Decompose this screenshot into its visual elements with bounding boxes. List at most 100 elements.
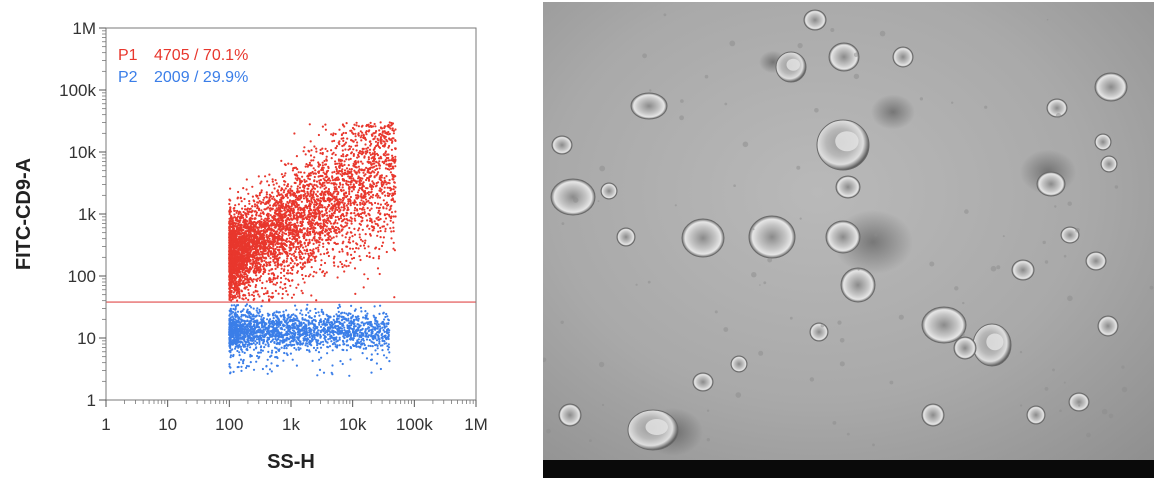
data-point-p1 bbox=[298, 215, 301, 218]
data-point-p2 bbox=[332, 315, 336, 318]
data-point-p1 bbox=[261, 255, 264, 258]
data-point-p1 bbox=[352, 154, 355, 157]
data-point-p1 bbox=[374, 201, 377, 205]
data-point-p1 bbox=[233, 238, 236, 241]
data-point-p1 bbox=[369, 234, 372, 237]
data-point-p1 bbox=[307, 242, 310, 245]
data-point-p1 bbox=[383, 181, 386, 184]
data-point-p1 bbox=[313, 156, 316, 159]
data-point-p1 bbox=[233, 229, 236, 232]
data-point-p1 bbox=[255, 214, 258, 217]
data-point-p1 bbox=[308, 220, 311, 223]
data-point-p1 bbox=[279, 281, 282, 284]
data-point-p1 bbox=[233, 276, 236, 279]
data-point-p1 bbox=[349, 171, 352, 174]
data-point-p1 bbox=[318, 170, 321, 173]
data-point-p1 bbox=[271, 228, 274, 231]
data-point-p1 bbox=[250, 227, 253, 230]
data-point-p1 bbox=[257, 175, 260, 178]
data-point-p1 bbox=[265, 191, 268, 194]
data-point-p1 bbox=[388, 182, 391, 185]
data-point-p1 bbox=[307, 177, 310, 180]
data-point-p1 bbox=[371, 203, 374, 206]
data-point-p1 bbox=[248, 244, 251, 247]
data-point-p1 bbox=[248, 258, 251, 261]
data-point-p1 bbox=[245, 178, 248, 181]
data-point-p1 bbox=[377, 171, 380, 174]
data-point-p1 bbox=[250, 238, 253, 241]
data-point-p1 bbox=[363, 155, 366, 158]
data-point-p1 bbox=[353, 227, 356, 230]
data-point-p1 bbox=[292, 252, 295, 255]
data-point-p1 bbox=[229, 216, 232, 219]
data-point-p1 bbox=[260, 229, 263, 232]
data-point-p1 bbox=[243, 222, 246, 225]
data-point-p1 bbox=[260, 258, 263, 261]
data-point-p1 bbox=[342, 153, 345, 156]
data-point-p1 bbox=[233, 221, 236, 224]
data-point-p1 bbox=[377, 230, 380, 233]
data-point-p1 bbox=[269, 240, 272, 243]
data-point-p1 bbox=[265, 193, 268, 196]
data-point-p1 bbox=[365, 198, 368, 201]
data-point-p1 bbox=[340, 225, 343, 228]
data-point-p1 bbox=[293, 192, 296, 195]
data-point-p1 bbox=[277, 208, 280, 211]
data-point-p1 bbox=[358, 255, 361, 258]
data-point-p1 bbox=[236, 220, 240, 223]
data-point-p1 bbox=[230, 272, 233, 275]
data-point-p1 bbox=[362, 147, 365, 150]
data-point-p2 bbox=[316, 346, 319, 350]
data-point-p1 bbox=[236, 215, 240, 218]
data-point-p1 bbox=[272, 218, 276, 221]
data-point-p1 bbox=[367, 193, 370, 196]
data-point-p1 bbox=[242, 261, 245, 264]
data-point-p1 bbox=[290, 223, 293, 227]
data-point-p1 bbox=[328, 200, 331, 203]
data-point-p1 bbox=[242, 221, 245, 224]
data-point-p1 bbox=[288, 249, 291, 252]
data-point-p1 bbox=[238, 259, 241, 262]
data-point-p1 bbox=[375, 206, 378, 209]
data-point-p1 bbox=[275, 231, 278, 235]
data-point-p1 bbox=[383, 214, 386, 217]
data-point-p1 bbox=[229, 229, 232, 232]
data-point-p1 bbox=[314, 259, 317, 262]
data-point-p1 bbox=[246, 243, 249, 246]
data-point-p1 bbox=[309, 248, 312, 252]
data-point-p1 bbox=[320, 203, 323, 207]
data-point-p1 bbox=[285, 219, 288, 222]
data-point-p1 bbox=[291, 233, 294, 236]
data-point-p1 bbox=[283, 189, 286, 192]
data-point-p1 bbox=[254, 284, 258, 287]
data-point-p1 bbox=[324, 224, 327, 227]
data-point-p1 bbox=[229, 210, 232, 213]
data-point-p1 bbox=[350, 152, 353, 155]
data-point-p1 bbox=[387, 133, 390, 136]
data-point-p1 bbox=[267, 206, 270, 209]
data-point-p1 bbox=[394, 186, 397, 189]
data-point-p1 bbox=[388, 121, 391, 124]
data-point-p1 bbox=[345, 218, 348, 221]
data-point-p1 bbox=[234, 244, 237, 248]
data-point-p1 bbox=[380, 127, 383, 130]
data-point-p1 bbox=[281, 233, 284, 236]
data-point-p1 bbox=[292, 245, 295, 248]
data-point-p1 bbox=[284, 205, 287, 209]
data-point-p1 bbox=[298, 183, 301, 186]
data-point-p1 bbox=[295, 212, 298, 215]
data-point-p1 bbox=[329, 216, 333, 220]
data-point-p1 bbox=[330, 182, 333, 185]
data-point-p1 bbox=[229, 280, 232, 283]
data-point-p1 bbox=[281, 231, 284, 234]
data-point-p1 bbox=[290, 205, 293, 208]
data-point-p1 bbox=[358, 236, 361, 239]
data-point-p1 bbox=[363, 211, 366, 214]
data-point-p1 bbox=[357, 189, 360, 192]
data-point-p1 bbox=[316, 190, 319, 193]
data-point-p1 bbox=[357, 125, 360, 128]
data-point-p1 bbox=[284, 229, 287, 232]
data-point-p1 bbox=[287, 202, 290, 205]
data-point-p1 bbox=[313, 235, 316, 238]
data-point-p1 bbox=[357, 161, 360, 164]
